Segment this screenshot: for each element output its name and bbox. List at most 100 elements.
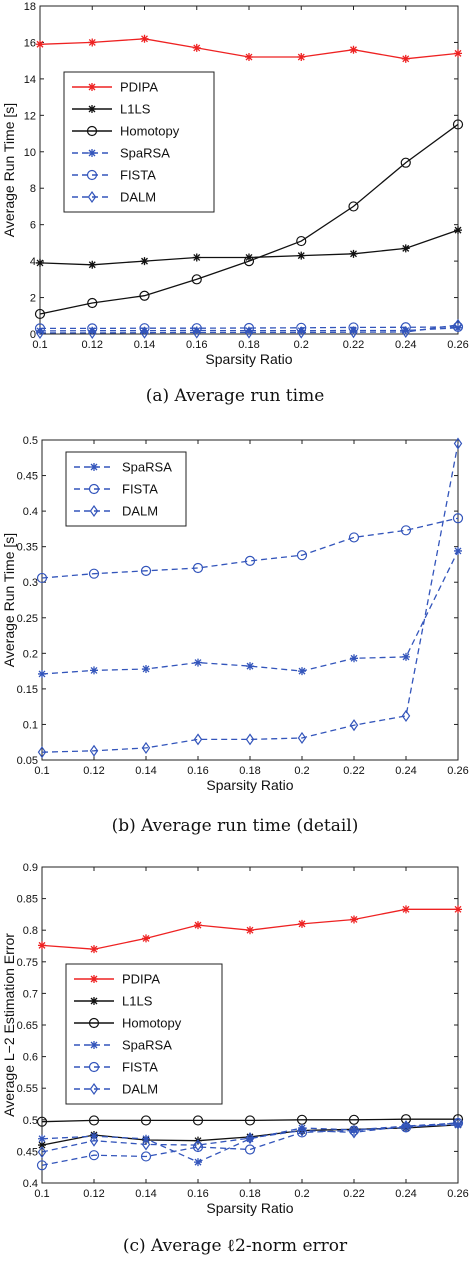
legend-label-l1ls-a: L1LS [120, 102, 151, 117]
data-point-sparsa-a [36, 326, 44, 335]
data-point-dalm-a [453, 318, 463, 331]
data-point-sparsa-a [140, 326, 149, 335]
legend-box-a [63, 71, 215, 213]
x-tick-label-b: 0.22 [343, 765, 364, 777]
data-point-pdipa-c [298, 919, 306, 928]
data-point-l1ls-c [38, 1141, 46, 1150]
y-tick-label-c: 0.85 [17, 894, 38, 906]
data-point-homotopy-c [192, 1115, 204, 1126]
legend-marker-pdipa-c [90, 975, 98, 983]
legend-marker-homotopy-a [86, 125, 98, 137]
data-point-sparsa-b [454, 546, 462, 555]
data-point-fista-c [296, 1127, 308, 1138]
legend-marker-fista-a [86, 169, 98, 181]
legend-marker-sparsa-c [90, 1041, 98, 1049]
x-tick-label-a: 0.2 [294, 339, 309, 351]
data-point-l1ls-a [88, 260, 97, 269]
x-tick-label-a: 0.26 [447, 339, 468, 351]
data-point-homotopy-c [244, 1115, 256, 1126]
data-point-fista-b [296, 550, 308, 561]
data-point-sparsa-a [349, 326, 358, 335]
y-tick-label-c: 0.4 [23, 1178, 38, 1190]
x-tick-label-b: 0.26 [447, 765, 468, 777]
legend-marker-dalm-a [87, 190, 97, 204]
data-point-homotopy-a [87, 297, 98, 309]
data-point-dalm-b [401, 709, 411, 722]
x-tick-label-b: 0.1 [34, 765, 49, 777]
data-point-dalm-b [297, 731, 307, 745]
chart-c: 0.4 0.45 0.5 0.55 0.6 0.65 0.7 0.75 0.8 0.85 0.9 0.… [1, 862, 469, 1216]
data-point-homotopy-a [348, 201, 359, 212]
data-point-l1ls-a [401, 244, 410, 253]
data-point-dalm-b [349, 719, 359, 732]
data-point-fista-a [452, 321, 464, 332]
legend-label-sparsa-c: SpaRSA [122, 1038, 172, 1053]
x-tick-label-c: 0.22 [343, 1188, 364, 1200]
x-tick-label-b: 0.18 [239, 765, 260, 777]
x-tick-label-b: 0.16 [187, 765, 208, 777]
data-point-pdipa-c [142, 934, 150, 943]
data-point-dalm-b [193, 733, 203, 746]
y-tick-label-c: 0.45 [17, 1146, 38, 1158]
y-tick-label-a: 12 [24, 110, 36, 122]
data-point-dalm-c [89, 1134, 99, 1147]
data-point-pdipa-a [140, 34, 149, 43]
y-tick-label-a: 14 [24, 74, 36, 86]
x-tick-label-b: 0.24 [395, 765, 416, 777]
y-tick-label-a: 16 [24, 37, 36, 49]
data-point-dalm-a [297, 326, 306, 339]
series-line-fista-b [41, 517, 459, 579]
x-tick-label-a: 0.16 [186, 339, 207, 351]
y-tick-label-c: 0.55 [17, 1083, 38, 1095]
data-point-pdipa-c [38, 941, 46, 950]
y-tick-label-c: 0.75 [17, 957, 38, 969]
y-tick-label-b: 0.35 [17, 542, 38, 554]
x-tick-label-a: 0.22 [343, 339, 364, 351]
x-tick-label-c: 0.14 [135, 1188, 156, 1200]
y-tick-label-c: 0.7 [23, 988, 38, 1000]
x-tick-label-a: 0.12 [82, 339, 103, 351]
y-tick-label-a: 0 [30, 329, 36, 341]
legend-label-l1ls-c: L1LS [122, 994, 153, 1009]
data-point-fista-c [244, 1144, 256, 1155]
y-tick-label-b: 0.3 [23, 577, 38, 589]
data-point-sparsa-c [194, 1158, 202, 1167]
legend-label-pdipa-c: PDIPA [122, 972, 160, 987]
x-tick-label-a: 0.24 [395, 339, 416, 351]
data-point-sparsa-b [38, 669, 46, 678]
data-point-dalm-a [35, 326, 45, 339]
legend-box-c [65, 963, 223, 1105]
data-point-sparsa-c [402, 1122, 410, 1131]
data-point-dalm-c [349, 1126, 359, 1139]
data-point-homotopy-a [139, 290, 150, 301]
data-point-homotopy-c [88, 1115, 100, 1126]
data-point-fista-a [243, 322, 255, 334]
y-tick-label-b: 0.4 [23, 506, 38, 518]
y-tick-label-c: 0.65 [17, 1020, 38, 1032]
data-point-fista-a [191, 323, 202, 334]
x-tick-label-c: 0.2 [294, 1188, 309, 1200]
x-tick-label-c: 0.24 [395, 1188, 416, 1200]
x-tick-label-a: 0.18 [238, 339, 259, 351]
chart-a: 0 2 4 6 8 10 12 14 16 18 0.1 0.12 0.14 0.16 0.18 0.2 0.2… [1, 1, 469, 367]
data-point-pdipa-a [245, 53, 253, 62]
data-point-l1ls-a [192, 253, 201, 262]
legend-label-dalm-b: DALM [122, 504, 158, 519]
data-point-fista-b [452, 513, 464, 524]
data-point-sparsa-a [192, 326, 201, 335]
data-point-fista-c [88, 1150, 100, 1161]
legend-marker-dalm-b [89, 504, 99, 518]
data-point-pdipa-c [402, 905, 410, 914]
y-axis-label-b: Average Run Time [s] [1, 533, 17, 667]
data-point-dalm-a [349, 326, 358, 339]
data-point-pdipa-c [246, 926, 254, 935]
y-tick-label-b: 0.2 [23, 648, 38, 660]
x-axis-label-c: Sparsity Ratio [206, 1200, 293, 1216]
data-point-fista-c [348, 1125, 360, 1136]
data-point-fista-b [36, 572, 48, 584]
x-tick-label-a: 0.14 [134, 339, 155, 351]
y-tick-label-b: 0.25 [17, 613, 38, 625]
x-axis-label-a: Sparsity Ratio [205, 351, 292, 367]
series-line-dalm-c [41, 1122, 459, 1153]
y-tick-label-a: 2 [30, 293, 36, 305]
